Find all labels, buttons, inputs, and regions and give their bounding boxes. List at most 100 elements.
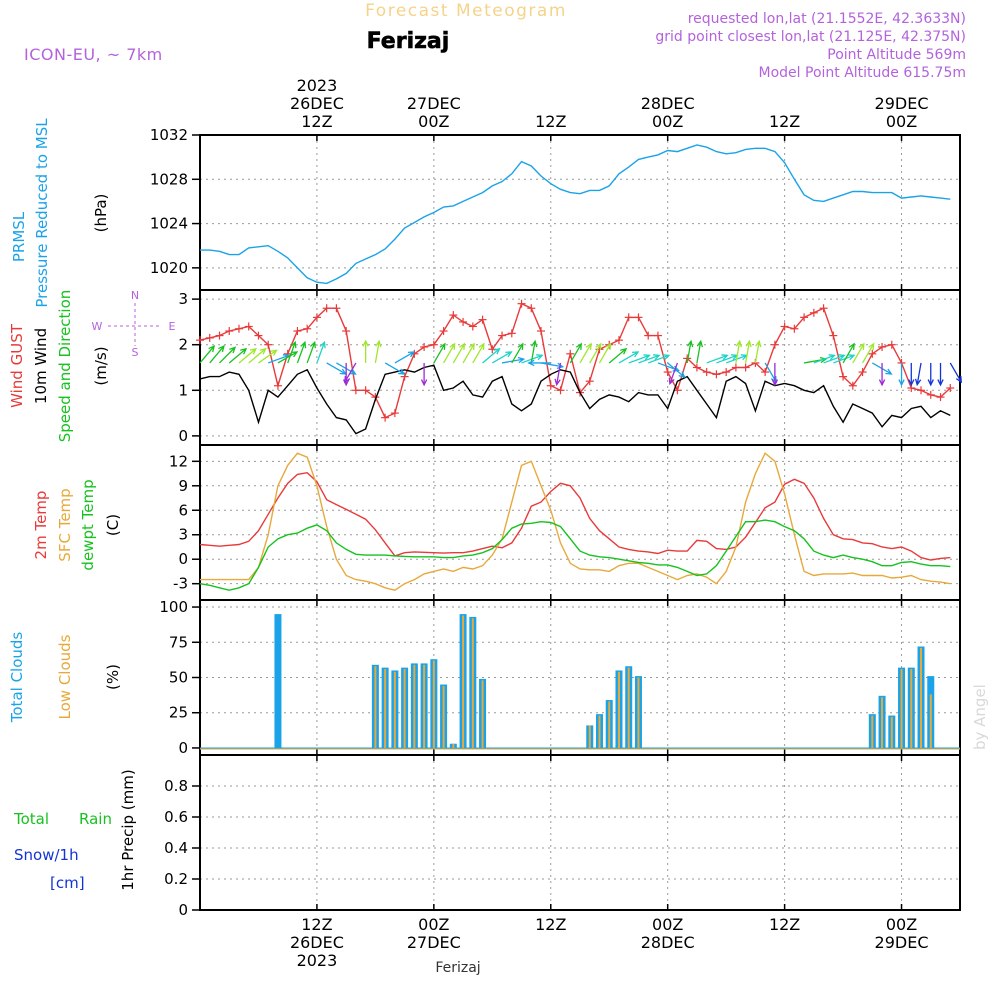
wind-arrow	[716, 354, 738, 364]
wind-arrow-head	[270, 349, 278, 356]
wind-arrow-head	[868, 342, 875, 350]
time-label-top: 12Z	[769, 112, 800, 131]
wind-arrow-head	[527, 359, 535, 367]
wind-arrow-head	[309, 340, 316, 349]
wind-arrow-head	[955, 375, 963, 384]
wind-arrow-head	[344, 375, 351, 384]
time-label-top: 2023	[297, 76, 338, 95]
wind-arrow-head	[696, 339, 704, 348]
y-tick-label: -3	[173, 575, 188, 593]
prmsl-unit: (hPa)	[92, 194, 110, 233]
low-cloud-bar	[608, 701, 611, 748]
wind-arrow-head	[290, 351, 299, 358]
wind-arrow-head	[249, 347, 257, 355]
wind-arrow-head	[643, 354, 651, 361]
wind-arrow	[628, 354, 650, 364]
wind-arrow-head	[898, 379, 905, 387]
wind-arrow-head	[735, 339, 742, 348]
grid-coords: grid point closest lon,lat (21.125E, 42.…	[655, 29, 966, 45]
wind-arrow-head	[937, 379, 944, 387]
time-label-top: 26DEC	[290, 94, 344, 113]
panel-frame	[199, 444, 961, 601]
compass-w: W	[92, 320, 103, 333]
wind-arrow	[598, 343, 612, 364]
wind-arrow	[433, 343, 446, 364]
low-cloud-bar	[423, 664, 426, 748]
wind-label: 10m Wind	[32, 328, 50, 404]
wind-arrow	[472, 343, 485, 364]
compass-s: S	[132, 346, 139, 359]
wind-arrow-head	[375, 339, 382, 348]
low-cloud-bar	[637, 677, 640, 748]
prmsl-label: PRMSL	[10, 211, 28, 262]
low-cloud-bar	[900, 669, 903, 748]
wind-arrow-head	[531, 339, 538, 348]
wind-arrow-head	[914, 378, 922, 387]
temp-line	[199, 471, 951, 561]
wind-arrow	[219, 346, 236, 364]
wind-arrow	[511, 343, 524, 364]
rain-label: Rain	[79, 810, 112, 828]
time-label-bottom: 12Z	[535, 915, 566, 934]
wind-arrow-head	[290, 340, 297, 349]
wind-arrow-head	[771, 379, 779, 387]
wind-arrow	[462, 343, 475, 364]
low-cloud-bar	[462, 615, 465, 748]
point-altitude: Point Altitude 569m	[827, 47, 966, 63]
wind-arrow	[296, 342, 306, 364]
wind-arrow-head	[828, 354, 836, 361]
wind-arrow	[735, 341, 741, 364]
total-clouds-label: Total Clouds	[8, 632, 26, 724]
wind-arrow-head	[605, 342, 612, 350]
wind-arrow	[852, 343, 865, 364]
wind-arrow	[277, 351, 298, 364]
low-cloud-bar	[617, 671, 620, 748]
wind-arrow	[706, 354, 728, 364]
time-label-top: 27DEC	[407, 94, 461, 113]
wind-arrow	[491, 351, 512, 364]
y-tick-label: 0.6	[164, 808, 188, 826]
wind-arrow	[326, 362, 347, 375]
wind-arrow	[823, 354, 845, 364]
wind-arrow-head	[505, 351, 513, 358]
wind-arrow	[589, 343, 602, 364]
wind-arrow	[556, 362, 562, 385]
temp-unit: (C)	[104, 514, 122, 536]
y-tick-label: 12	[169, 452, 188, 470]
wind-arrow-head	[459, 342, 466, 350]
y-tick-label: 50	[169, 669, 188, 687]
wind-arrow	[306, 342, 316, 364]
wind-arrow-head	[838, 354, 846, 361]
wind-arrow-head	[517, 342, 524, 350]
y-tick-label: 0	[178, 550, 188, 568]
y-tick-label: 6	[178, 501, 188, 519]
wind-arrow	[209, 345, 225, 364]
panel-frame	[199, 754, 961, 911]
low-cloud-bar	[881, 697, 884, 748]
low-cloud-bar	[432, 660, 435, 748]
wind-arrow-head	[554, 378, 561, 387]
wind-arrow	[238, 348, 257, 364]
panel-frame	[199, 134, 961, 291]
wind-arrow-head	[240, 347, 248, 355]
wind-arrow-head	[420, 379, 428, 387]
low-cloud-bar	[929, 694, 932, 748]
time-label-bottom: 00Z	[418, 915, 449, 934]
wind-arrow-head	[927, 379, 934, 387]
wind-arrow	[916, 362, 922, 385]
wind-arrow-head	[229, 346, 237, 354]
wind-arrow-head	[398, 368, 406, 375]
wind-arrow	[384, 362, 405, 375]
total-rain-label: Total	[13, 810, 49, 828]
wind-arrow-head	[468, 342, 475, 350]
model-altitude: Model Point Altitude 615.75m	[759, 65, 966, 81]
wind-arrow	[696, 341, 702, 364]
wind-arrow-head	[668, 377, 675, 386]
wind-arrow	[344, 362, 357, 383]
y-tick-label: 1032	[150, 126, 188, 144]
time-label-bottom: 26DEC	[290, 933, 344, 952]
time-label-top: 12Z	[301, 112, 332, 131]
wind-arrow	[842, 343, 855, 364]
temp-label: 2m Temp	[32, 491, 50, 560]
